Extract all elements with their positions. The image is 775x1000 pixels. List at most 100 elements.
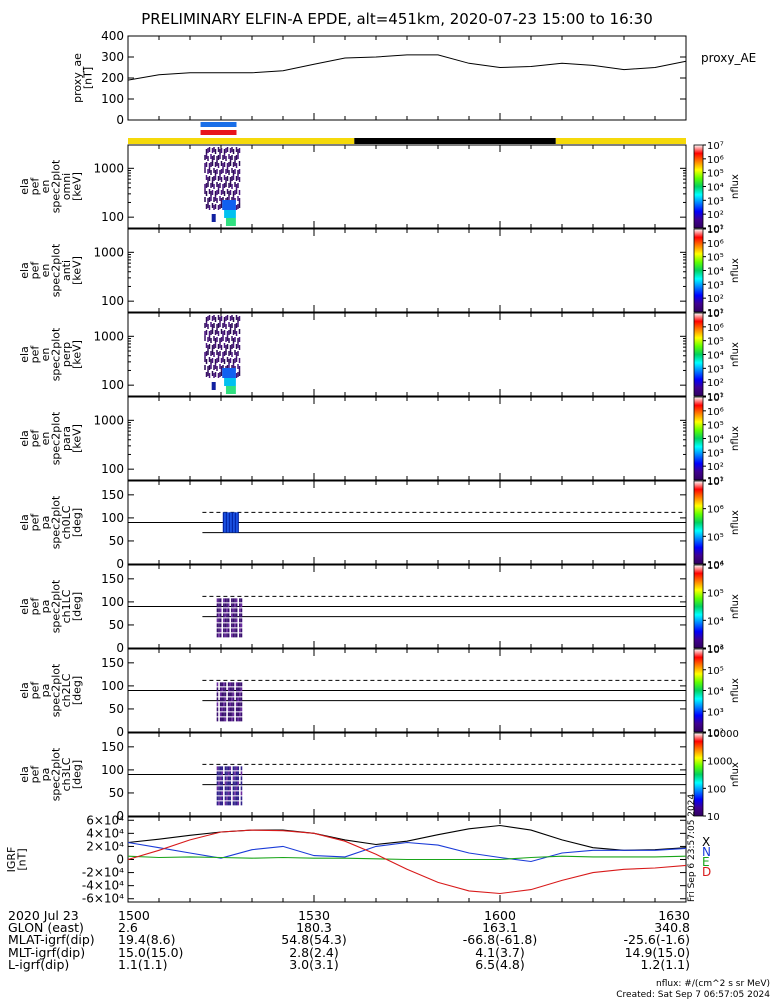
pa-ch1-data-pixel <box>224 613 227 618</box>
pa-ch3-data-pixel <box>226 786 228 791</box>
spec-omni-colorbar-label: 10⁶ <box>707 155 724 166</box>
pa-ch1-data-pixel <box>232 633 235 638</box>
pa-ch3-data-pixel <box>235 771 238 776</box>
pa-ch1-data-pixel <box>216 598 219 603</box>
spec-omni-pixel <box>229 190 232 195</box>
pa-ch1-data-pixel <box>227 608 230 613</box>
spec-omni-pixel <box>228 154 230 159</box>
pa-ch3-data-pixel <box>235 786 238 791</box>
pa-ch3-data-pixel <box>221 781 224 786</box>
spec-omni-pixel <box>204 168 206 173</box>
spec-omni-pixel <box>205 183 208 188</box>
igrf-line-N <box>127 841 687 863</box>
pa-ch2-data-pixel <box>223 687 225 692</box>
spec-omni-pixel <box>217 184 220 189</box>
spec-anti-frame <box>127 228 687 313</box>
pa-ch2-data-pixel <box>216 692 219 697</box>
spec-perp-pixel <box>205 343 208 348</box>
pa-ch1-data-pixel <box>231 633 233 638</box>
spec-perp-pixel <box>208 373 211 378</box>
spec-perp-pixel <box>211 371 214 376</box>
igrf-line-E <box>127 855 687 861</box>
pa-ch1-data-pixel <box>223 623 225 628</box>
spec-perp-pixel <box>229 350 232 355</box>
pa-ch3-data-pixel <box>240 776 243 781</box>
pa-ch3-data-pixel <box>219 766 222 771</box>
pa-ch1-colorbar-label: 10³ <box>707 644 724 655</box>
pa-ch2-ylabel-line: ch2LC <box>60 673 73 707</box>
spec-omni-pixel <box>213 147 215 152</box>
spec-perp-pixel <box>210 322 212 327</box>
spec-para-colorbar-label: 10⁴ <box>707 435 724 446</box>
spec-para-colorbar-label: 10¹ <box>707 476 724 487</box>
spec-perp-pixel <box>214 338 217 343</box>
pa-ch3-data-pixel <box>234 776 236 781</box>
spec-omni-pixel <box>222 189 224 194</box>
spec-omni-pixel <box>204 197 206 202</box>
pa-ch2-data-pixel <box>224 702 227 707</box>
spec-omni-pixel <box>223 149 226 154</box>
pa-ch1-data-pixel <box>234 618 236 623</box>
spec-omni-pixel <box>210 183 212 188</box>
pa-ch1-data-pixel <box>224 628 227 633</box>
pa-ch2-data-pixel <box>232 692 235 697</box>
spec-para-colorbar-label: 10⁷ <box>707 393 724 404</box>
spec-omni-pixel <box>226 147 229 152</box>
pa-ch1-ylabel-line: spec2plot <box>49 579 62 633</box>
pa-ch3-data-pixel <box>229 791 232 796</box>
spec-anti-colorbar-unit: nflux <box>730 258 741 283</box>
pa-ch2-data-pixel <box>229 692 232 697</box>
spec-omni-pixel <box>232 162 235 167</box>
pa-ch3-data-pixel <box>229 796 232 801</box>
pa-ch3-data-pixel <box>224 786 227 791</box>
science-zone-blue-bar <box>200 122 237 127</box>
spec-omni-ylabel-line: pef <box>28 177 41 196</box>
pa-ch3-data-pixel <box>226 801 228 806</box>
pa-ch2-ytick-label: 0 <box>116 725 124 739</box>
pa-ch2-data-pixel <box>237 717 240 722</box>
pa-ch0-colorbar <box>693 480 704 565</box>
spec-omni-pixel <box>211 148 214 153</box>
pa-ch3-data-pixel <box>227 801 230 806</box>
spec-omni-pixel <box>220 198 223 203</box>
spec-perp-pixel <box>231 336 233 341</box>
spec-perp-pixel <box>211 316 214 321</box>
spec-perp-pixel <box>238 358 241 363</box>
spec-omni-pixel <box>226 189 229 194</box>
spec-omni-pixel <box>208 147 211 152</box>
spec-anti-ylabel-line: [keV] <box>70 256 83 285</box>
pa-ch2-data-pixel <box>224 707 227 712</box>
axis-row-label: MLT-igrf(dip) <box>8 945 85 960</box>
spec-perp-pixel <box>229 345 232 350</box>
spec-perp-pixel <box>235 315 238 320</box>
pa-ch2-data-pixel <box>221 717 224 722</box>
pa-ch2-data-pixel <box>239 682 241 687</box>
igrf-ytick-label: 6×10⁴ <box>86 813 124 827</box>
pa-ch3-data-pixel <box>221 786 224 791</box>
pa-ch1-data-pixel <box>234 608 236 613</box>
spec-perp-pixel <box>231 315 233 320</box>
pa-ch3-ylabel-line: [deg] <box>70 760 83 789</box>
spec-omni-pixel <box>238 203 241 208</box>
pa-ch3-data-pixel <box>224 771 227 776</box>
pa-ch0-data-stripe <box>222 512 224 533</box>
pa-ch2-data-pixel <box>232 702 235 707</box>
spec-omni-pixel <box>205 149 208 154</box>
spec-perp-pixel <box>228 359 230 364</box>
pa-ch3-ylabel-line: spec2plot <box>49 747 62 801</box>
spec-perp-colorbar-label: 10⁶ <box>707 323 724 334</box>
pa-ch3-data-pixel <box>234 801 236 806</box>
pa-ch3-data-pixel <box>235 776 238 781</box>
spec-perp-pixel <box>223 343 226 348</box>
spec-omni-pixel <box>231 176 233 181</box>
pa-ch3-data-pixel <box>218 781 220 786</box>
pa-ch2-colorbar <box>693 648 704 733</box>
spec-perp-pixel <box>216 329 218 334</box>
spec-omni-pixel <box>226 176 229 181</box>
spec-perp-pixel <box>207 337 209 342</box>
pa-ch3-data-pixel <box>216 776 219 781</box>
pa-ch1-ytick-label: 150 <box>101 572 124 586</box>
